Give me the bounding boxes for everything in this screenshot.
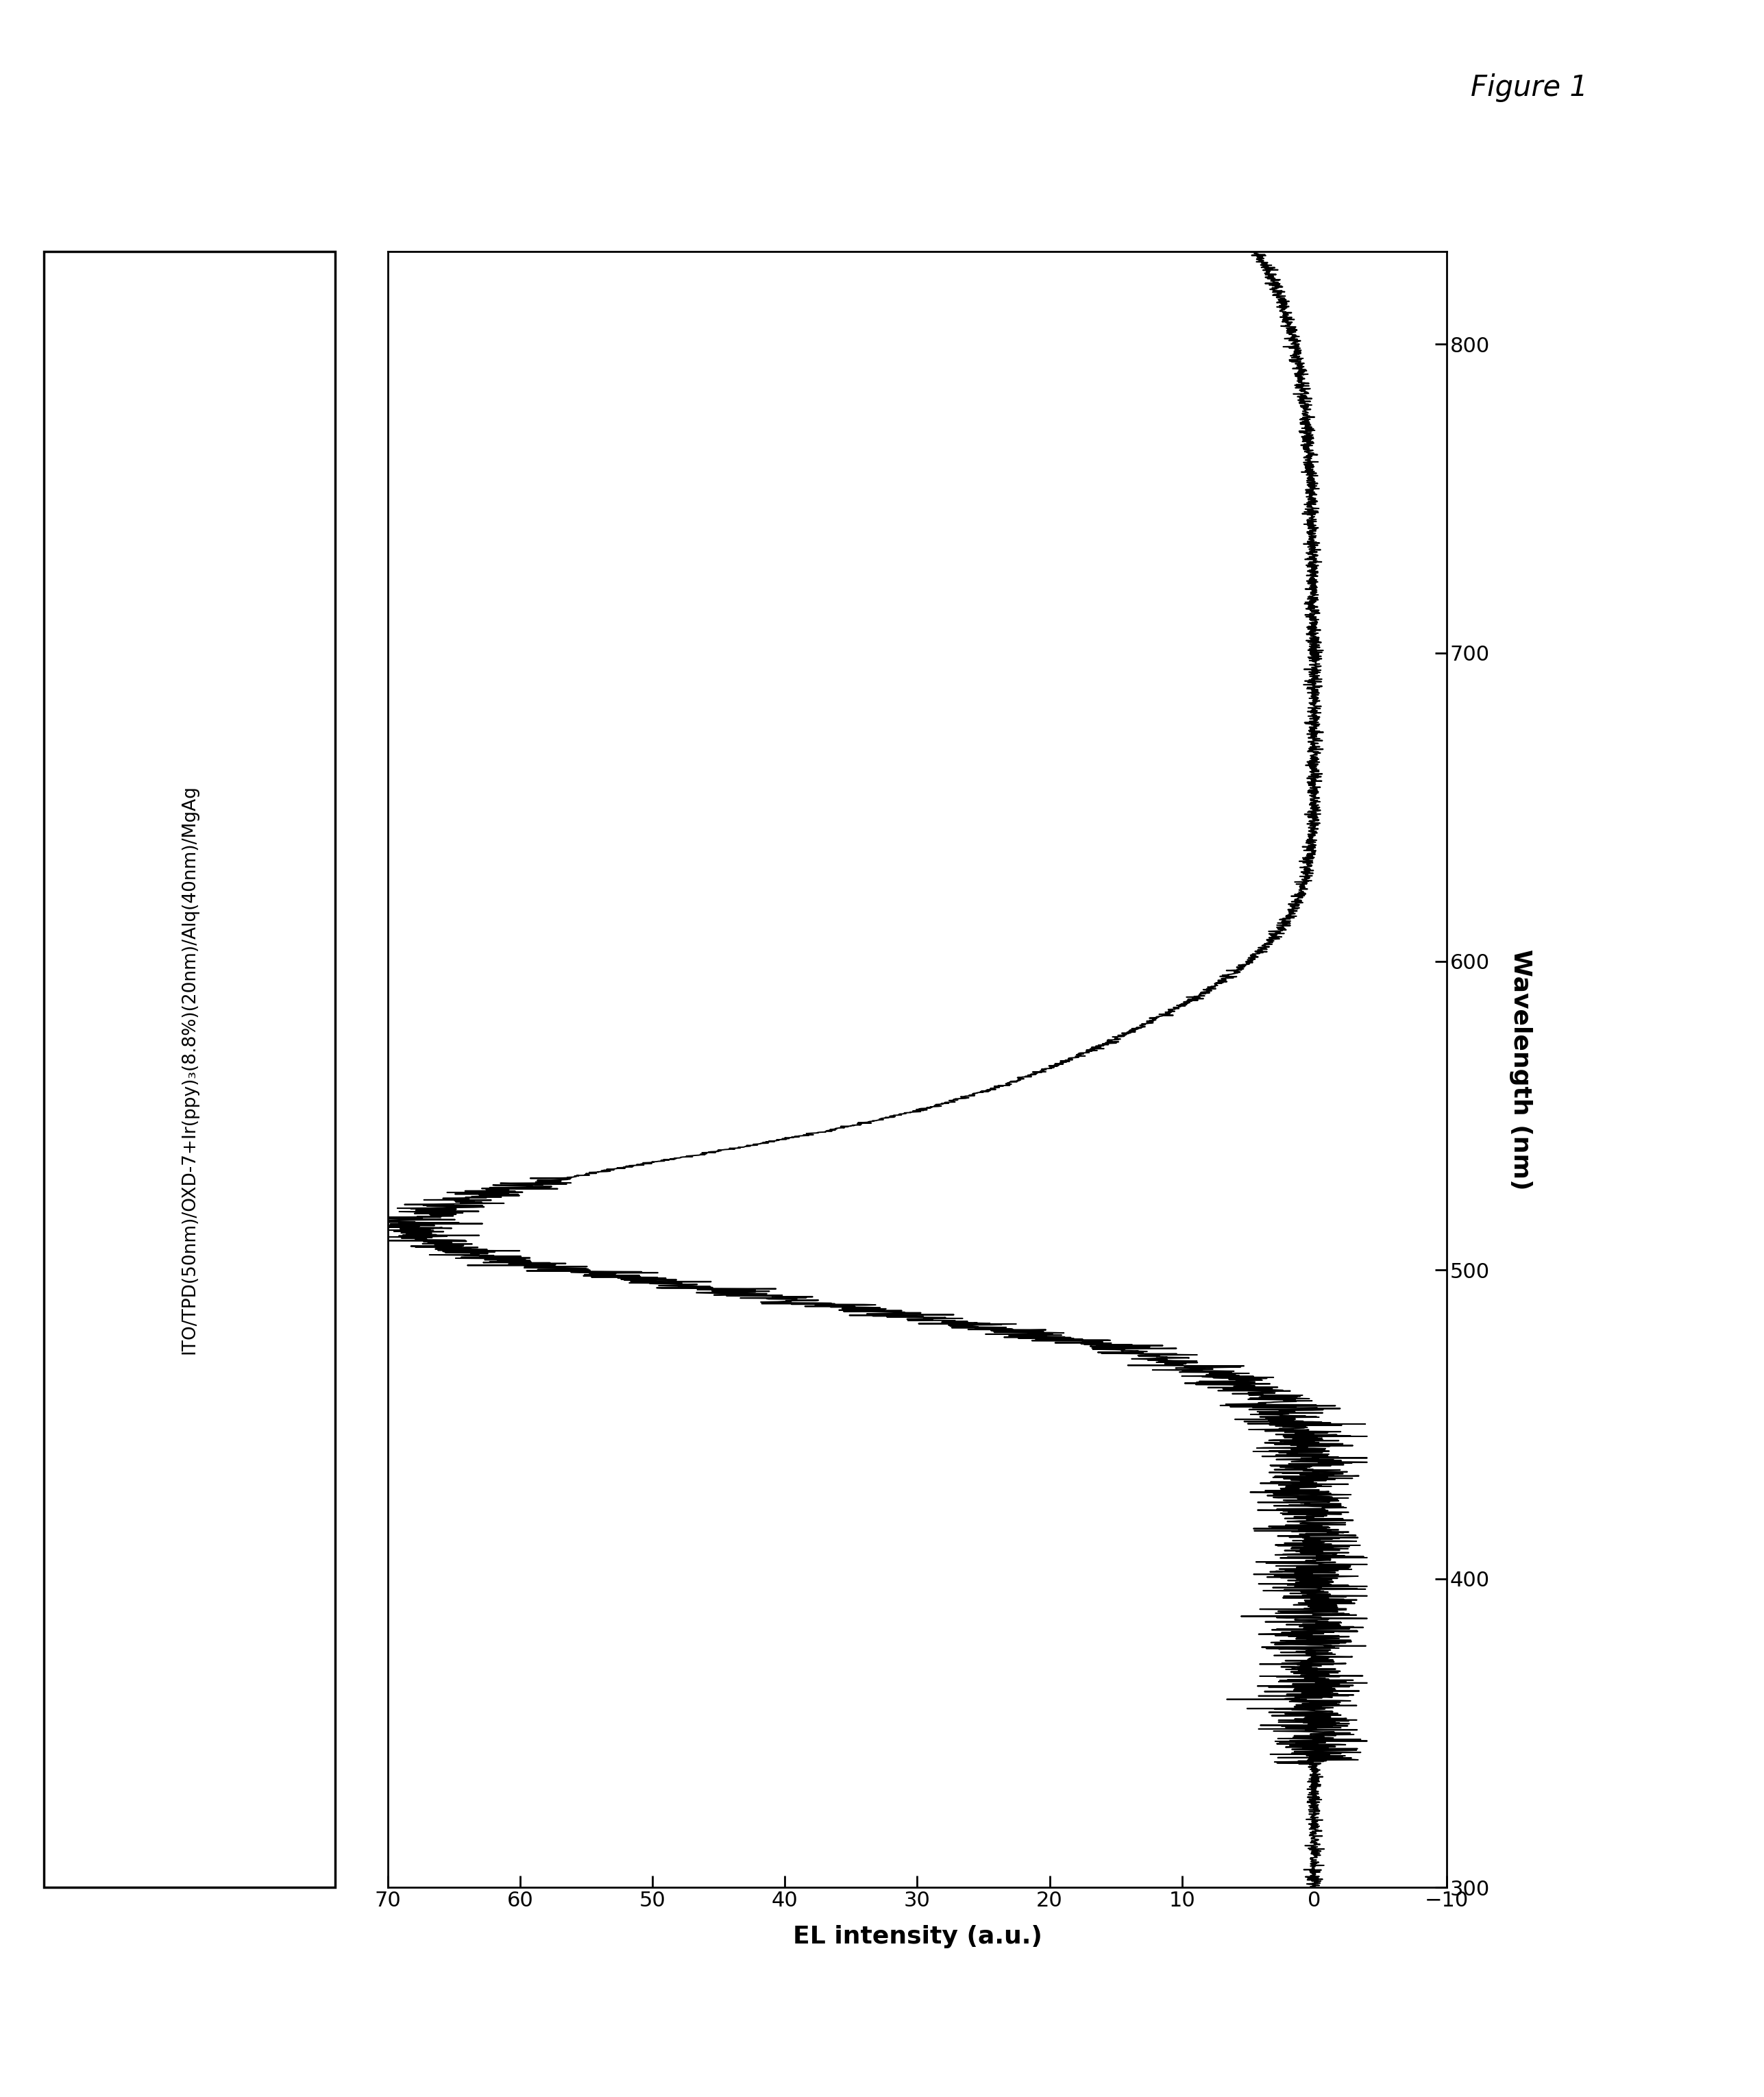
- Text: Figure 1: Figure 1: [1471, 73, 1588, 103]
- Y-axis label: Wavelength (nm): Wavelength (nm): [1508, 950, 1533, 1189]
- X-axis label: EL intensity (a.u.): EL intensity (a.u.): [792, 1925, 1043, 1948]
- Text: ITO/TPD(50nm)/OXD-7+Ir(ppy)₃(8.8%)(20nm)/Alq(40nm)/MgAg: ITO/TPD(50nm)/OXD-7+Ir(ppy)₃(8.8%)(20nm)…: [180, 784, 199, 1355]
